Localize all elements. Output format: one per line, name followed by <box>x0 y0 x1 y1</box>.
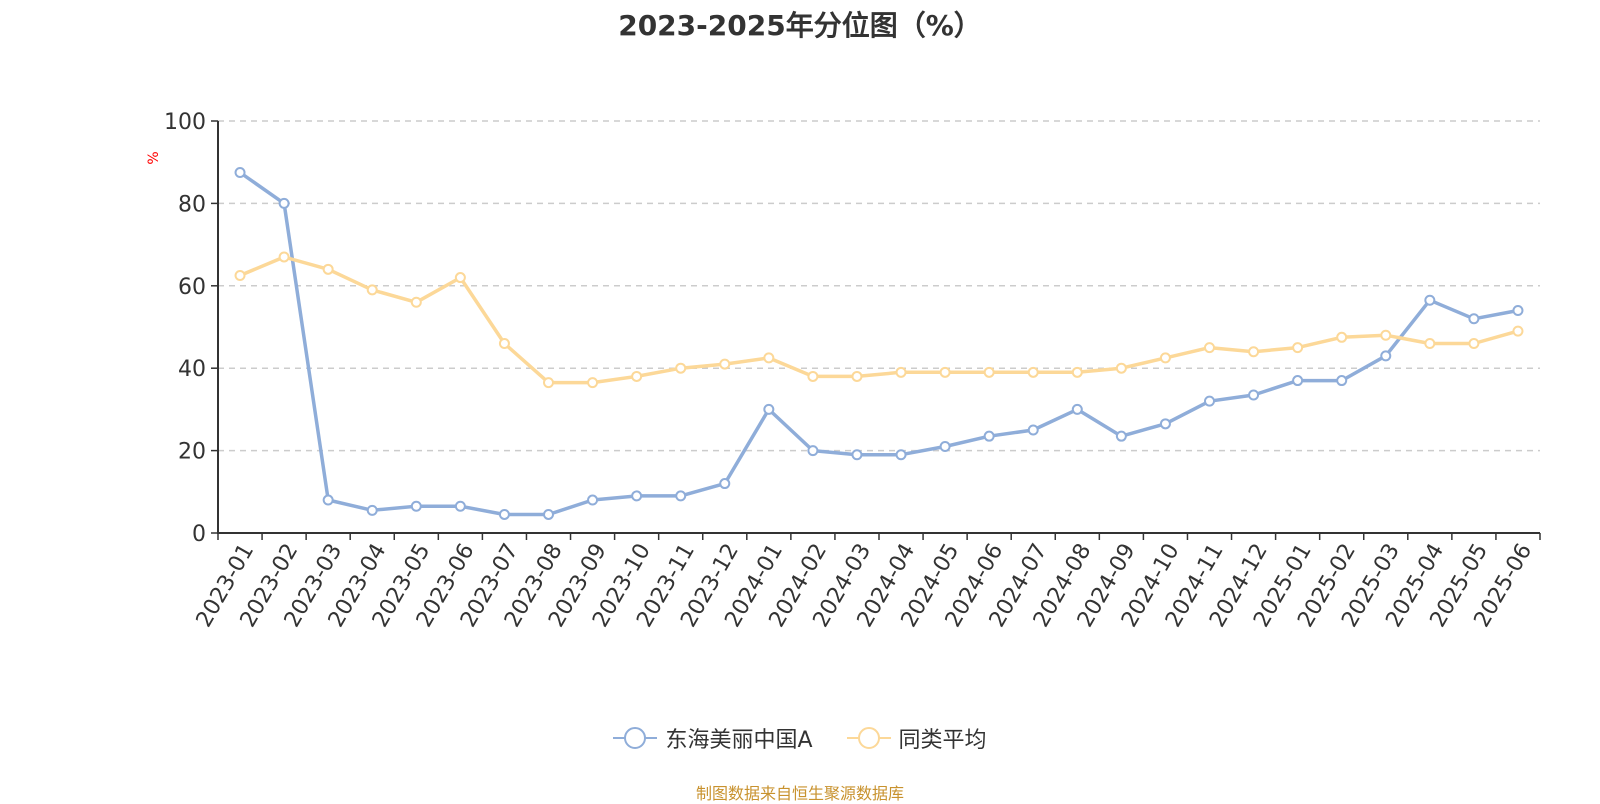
legend-item-series-2[interactable]: 同类平均 <box>846 722 987 754</box>
data-point-series-2 <box>1027 366 1039 378</box>
legend-marker-series-2 <box>846 727 891 749</box>
data-point-series-1 <box>366 504 378 516</box>
axes: 0204060801002023-012023-022023-032023-04… <box>164 110 1541 632</box>
data-point-series-2 <box>1380 329 1392 341</box>
data-point-series-2 <box>234 270 246 281</box>
data-point-series-1 <box>1027 424 1039 436</box>
data-point-series-1 <box>1115 430 1127 442</box>
data-point-series-1 <box>278 197 290 209</box>
data-point-series-1 <box>1512 305 1524 317</box>
data-point-series-2 <box>1071 366 1083 378</box>
data-point-series-2 <box>1336 331 1348 343</box>
data-point-series-2 <box>454 272 466 284</box>
data-point-series-2 <box>675 362 687 374</box>
legend: 东海美丽中国A 同类平均 <box>0 722 1600 754</box>
data-point-series-2 <box>631 370 643 382</box>
grid-lines <box>218 120 1540 452</box>
data-point-series-1 <box>234 167 246 178</box>
data-point-series-2 <box>1159 352 1171 364</box>
data-point-series-2 <box>410 296 422 308</box>
data-point-series-1 <box>322 494 334 506</box>
y-tick-label: 20 <box>178 440 206 465</box>
data-point-series-1 <box>1292 375 1304 387</box>
data-point-series-2 <box>851 370 863 382</box>
data-point-series-1 <box>763 403 775 415</box>
y-axis-unit-label: % <box>146 151 162 164</box>
data-point-series-1 <box>410 500 422 512</box>
data-point-series-1 <box>1380 350 1392 362</box>
data-point-series-1 <box>675 490 687 502</box>
chart-title: 2023-2025年分位图（%） <box>618 9 982 42</box>
data-point-series-2 <box>763 352 775 364</box>
data-point-series-1 <box>587 494 599 506</box>
data-point-series-1 <box>895 449 907 461</box>
data-point-series-1 <box>1468 313 1480 325</box>
y-tick-label: 40 <box>178 357 206 382</box>
legend-marker-series-1 <box>613 727 658 749</box>
y-tick-label: 0 <box>192 522 206 547</box>
data-point-series-1 <box>983 430 995 442</box>
data-point-series-1 <box>1204 395 1215 407</box>
data-point-series-1 <box>543 508 554 520</box>
data-point-series-1 <box>939 440 951 452</box>
y-tick-label: 60 <box>178 275 206 300</box>
data-point-series-1 <box>1071 403 1083 415</box>
data-point-series-1 <box>807 445 819 457</box>
series-lines <box>234 167 1524 520</box>
data-point-series-2 <box>1204 342 1215 354</box>
legend-item-series-1[interactable]: 东海美丽中国A <box>613 722 813 754</box>
legend-label-series-2: 同类平均 <box>898 728 987 753</box>
data-point-series-2 <box>1115 362 1127 374</box>
data-point-series-2 <box>1248 346 1260 358</box>
data-point-series-2 <box>939 366 951 378</box>
data-point-series-2 <box>543 377 554 389</box>
series-line-1 <box>238 170 1520 517</box>
data-point-series-2 <box>366 284 378 296</box>
data-point-series-1 <box>1424 294 1436 306</box>
legend-label-series-1: 东海美丽中国A <box>665 728 813 753</box>
data-point-series-2 <box>1424 337 1436 349</box>
data-point-series-2 <box>895 366 907 378</box>
data-source-note: 制图数据来自恒生聚源数据库 <box>695 784 904 803</box>
data-point-series-1 <box>719 478 731 490</box>
data-point-series-1 <box>1159 418 1171 430</box>
data-point-series-1 <box>631 490 643 502</box>
data-point-series-2 <box>1292 342 1304 354</box>
data-point-series-2 <box>1468 337 1480 349</box>
data-point-series-1 <box>498 508 510 520</box>
data-point-series-2 <box>322 263 334 275</box>
data-point-series-2 <box>498 337 510 349</box>
y-tick-label: 100 <box>164 110 206 135</box>
data-point-series-1 <box>851 449 863 461</box>
data-point-series-1 <box>454 500 466 512</box>
data-point-series-2 <box>983 366 995 378</box>
data-point-series-1 <box>1336 375 1348 387</box>
y-tick-label: 80 <box>178 192 206 217</box>
data-point-series-1 <box>1248 389 1260 401</box>
data-point-series-2 <box>1512 325 1524 337</box>
data-point-series-2 <box>807 370 819 382</box>
data-point-series-2 <box>587 377 599 389</box>
data-point-series-2 <box>719 358 731 370</box>
data-point-series-2 <box>278 251 290 263</box>
series-line-2 <box>238 255 1520 385</box>
